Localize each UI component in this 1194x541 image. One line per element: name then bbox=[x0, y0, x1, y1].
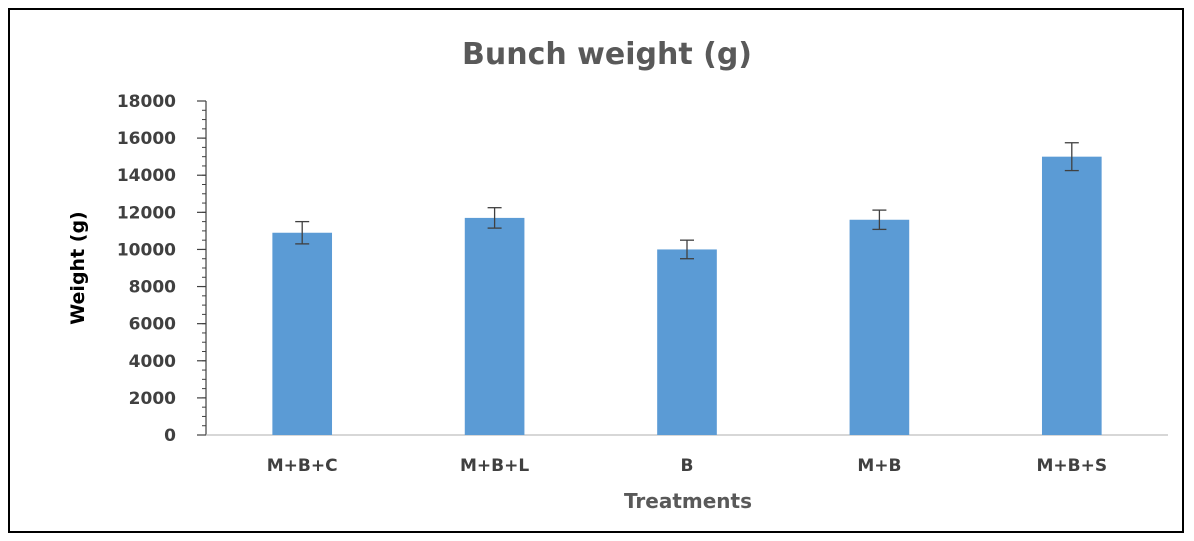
y-axis-label: Weight (g) bbox=[67, 211, 89, 324]
y-tick-label: 14000 bbox=[117, 166, 176, 186]
bar bbox=[1041, 156, 1102, 435]
bar bbox=[657, 249, 717, 435]
bar bbox=[272, 232, 333, 435]
y-tick-label: 12000 bbox=[117, 203, 176, 223]
y-tick-label: 6000 bbox=[129, 315, 176, 335]
x-tick-label: M+B+C bbox=[267, 456, 338, 476]
bar bbox=[849, 219, 910, 435]
plot-area: 0 2000 4000 6000 8000 10000 12000 14000 16000 180… bbox=[117, 92, 1168, 476]
y-tick-label: 8000 bbox=[129, 278, 176, 298]
x-tick-label: B bbox=[681, 456, 694, 476]
x-tick-label: M+B+L bbox=[460, 456, 529, 476]
y-tick-label: 18000 bbox=[117, 92, 176, 112]
y-tick-label: 0 bbox=[164, 426, 176, 446]
x-tick-label: M+B+S bbox=[1036, 456, 1107, 476]
y-tick-label: 16000 bbox=[117, 129, 176, 149]
chart-title: Bunch weight (g) bbox=[462, 37, 752, 72]
x-tick-label: M+B bbox=[857, 456, 901, 476]
chart-frame bbox=[8, 8, 1184, 533]
bar bbox=[464, 217, 525, 435]
y-tick-label: 10000 bbox=[117, 240, 176, 260]
x-axis-label: Treatments bbox=[624, 489, 752, 513]
y-tick-label: 4000 bbox=[129, 352, 176, 372]
y-tick-label: 2000 bbox=[129, 389, 176, 409]
